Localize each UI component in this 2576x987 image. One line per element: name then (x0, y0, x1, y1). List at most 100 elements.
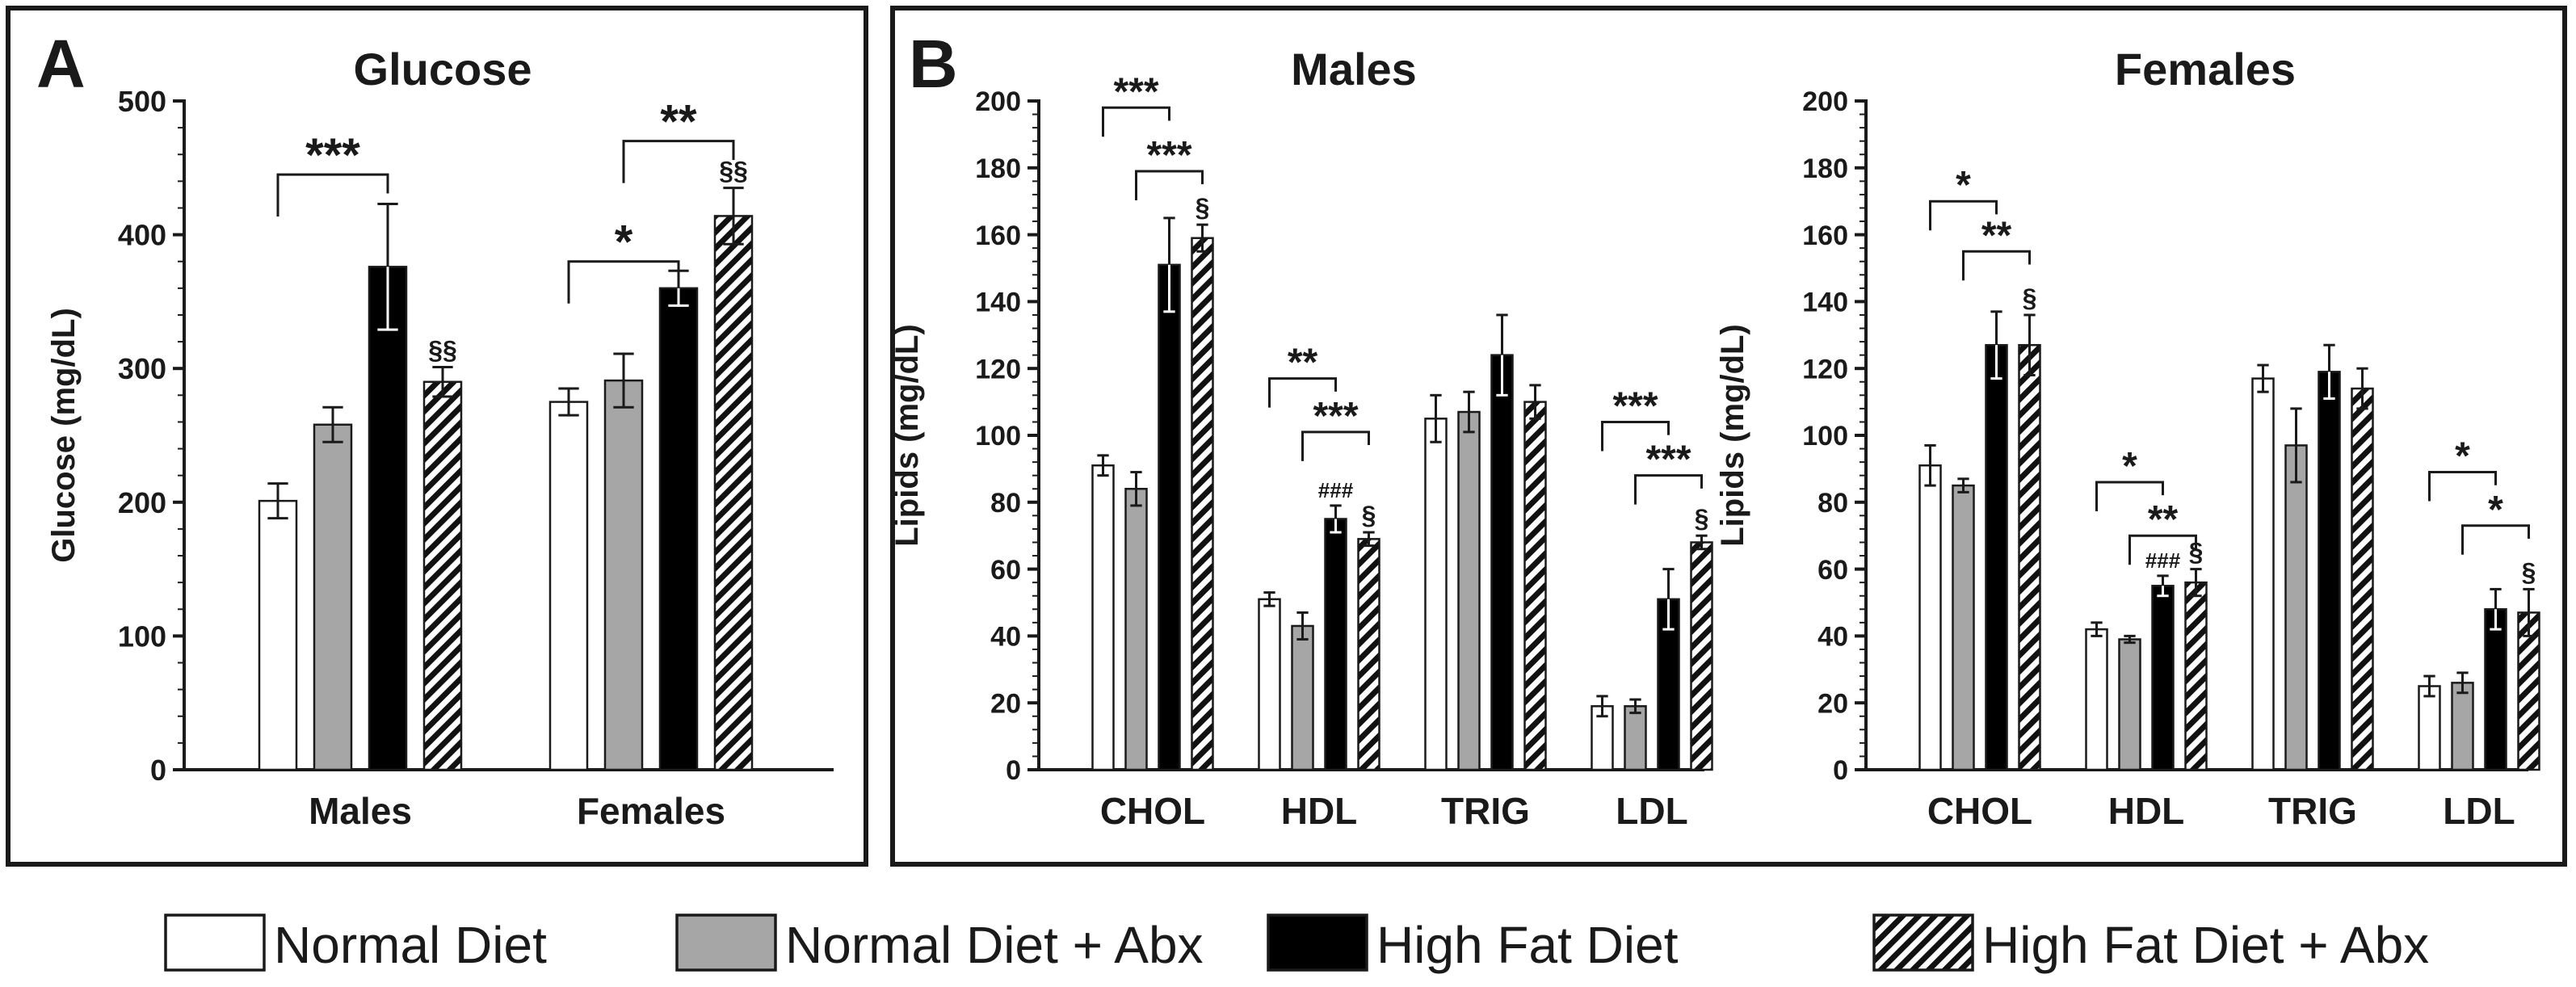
bar (713, 215, 754, 771)
significance-bracket (1601, 420, 1670, 452)
legend-label-normal: Normal Diet (274, 916, 547, 974)
significance-mark: § (1362, 501, 1376, 530)
bar (1258, 598, 1281, 771)
y-tick-label: 120 (975, 354, 1021, 384)
y-tick-label: 500 (118, 85, 166, 118)
significance-stars: ** (660, 96, 697, 149)
legend-swatch-high-fat (1267, 914, 1368, 972)
bar (1457, 410, 1481, 771)
y-tick-label: 200 (975, 86, 1021, 117)
category-label: LDL (2443, 790, 2515, 832)
significance-bracket (567, 260, 680, 304)
panel-a-frame (6, 6, 868, 867)
bar (1124, 487, 1148, 771)
category-label: Males (309, 790, 412, 832)
y-axis-label: Lipids (mg/dL) (889, 324, 925, 547)
y-tick-label: 300 (118, 352, 166, 385)
bar (1523, 401, 1547, 771)
y-tick-label: 100 (1802, 421, 1848, 452)
legend-swatch-high-fat-abx (1872, 914, 1974, 972)
bar (258, 499, 298, 771)
significance-mark: § (1695, 504, 1709, 533)
panel-b-letter: B (909, 26, 958, 102)
significance-mark: §§ (719, 157, 748, 186)
bar (2118, 638, 2141, 771)
bar (1424, 418, 1448, 771)
legend-label-high-fat: High Fat Diet (1376, 916, 1679, 974)
bar (1624, 705, 1647, 771)
category-label: Females (577, 790, 725, 832)
bar (2284, 444, 2308, 771)
significance-bracket (1929, 200, 1998, 231)
bar (603, 379, 644, 771)
significance-bracket (276, 173, 389, 217)
y-tick-label: 200 (1802, 86, 1848, 117)
significance-stars: * (615, 216, 633, 269)
legend-label-high-fat-abx: High Fat Diet + Abx (1982, 916, 2429, 974)
bar (1324, 518, 1347, 771)
y-tick-label: 140 (1802, 288, 1848, 318)
significance-stars: * (1956, 164, 1971, 207)
legend-label-normal-abx: Normal Diet + Abx (785, 916, 1204, 974)
significance-mark: § (2522, 557, 2536, 586)
bar (2184, 581, 2208, 771)
significance-stars: *** (1113, 70, 1158, 113)
y-tick-label: 60 (990, 555, 1021, 586)
category-label: HDL (1281, 790, 1358, 832)
significance-stars: * (2122, 445, 2137, 488)
significance-stars: * (2488, 489, 2503, 531)
significance-stars: *** (305, 129, 360, 182)
significance-stars: * (2455, 435, 2470, 478)
significance-stars: *** (1313, 395, 1358, 438)
significance-stars: ** (1288, 342, 1318, 384)
category-label: CHOL (1927, 790, 2032, 832)
bar (2151, 585, 2175, 771)
bar (2251, 377, 2275, 771)
y-tick-label: 160 (975, 220, 1021, 251)
significance-stars: *** (1645, 439, 1691, 481)
significance-bracket (1268, 377, 1337, 408)
bar (1357, 538, 1380, 771)
bar (2018, 343, 2041, 771)
y-tick-label: 0 (1833, 755, 1848, 786)
significance-mark: § (2023, 284, 2037, 313)
significance-stars: ** (2148, 498, 2179, 541)
significance-bracket (2128, 534, 2197, 565)
bar (2418, 685, 2441, 771)
legend-swatch-normal-abx (675, 914, 777, 972)
bar (1952, 484, 1975, 771)
y-tick-label: 0 (1006, 755, 1021, 786)
bar (1191, 237, 1214, 771)
y-tick-label: 400 (118, 219, 166, 252)
bar (1985, 343, 2008, 771)
significance-stars: *** (1612, 384, 1658, 427)
y-tick-label: 20 (990, 688, 1021, 719)
bar (1918, 464, 1942, 771)
significance-bracket (2095, 481, 2164, 511)
bar (313, 423, 353, 771)
panel-a-letter: A (36, 26, 86, 102)
bar (2318, 371, 2341, 771)
y-tick-label: 160 (1802, 220, 1848, 251)
bar (368, 266, 408, 771)
significance-mark: § (1196, 193, 1210, 222)
significance-bracket (1634, 474, 1703, 505)
significance-mark: §§ (428, 336, 457, 365)
bar (2451, 682, 2474, 771)
bar (422, 380, 463, 771)
significance-bracket (2461, 524, 2530, 555)
y-axis-label: Lipids (mg/dL) (1715, 324, 1750, 547)
bar (1291, 624, 1314, 771)
significance-mark: § (2189, 538, 2204, 567)
category-label: LDL (1616, 790, 1687, 832)
significance-stars: ** (1981, 214, 2012, 257)
y-axis-label: Glucose (mg/dL) (46, 308, 82, 563)
y-tick-label: 200 (118, 486, 166, 519)
y-tick-label: 60 (1817, 555, 1848, 586)
glucose-chart: Glucose Glucose (mg/dL) 0 100 200 300 400 500 Ma… (46, 44, 834, 832)
category-label: HDL (2108, 790, 2185, 832)
bar (2517, 611, 2540, 771)
y-tick-label: 40 (1817, 622, 1848, 653)
lipids-males-chart: Males Lipids (mg/dL) 0 20 40 60 80 100 120 140 160… (889, 44, 1713, 832)
y-tick-label: 80 (990, 488, 1021, 519)
